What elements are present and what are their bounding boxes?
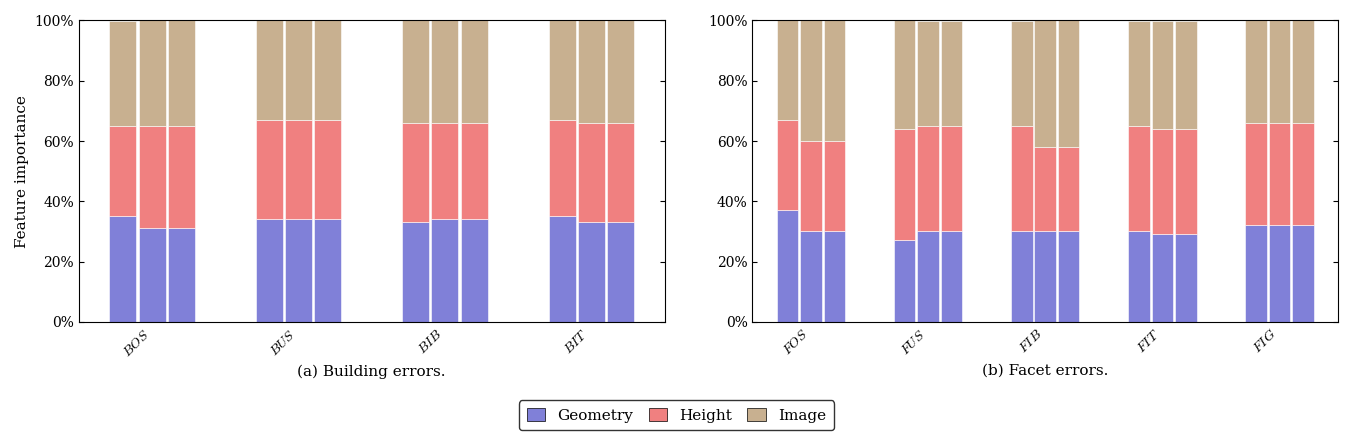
Bar	[110, 126, 137, 216]
Bar	[402, 223, 429, 322]
Bar	[110, 21, 137, 126]
Bar	[940, 231, 962, 322]
Bar	[940, 21, 962, 126]
Bar	[314, 219, 341, 322]
Bar	[1128, 126, 1150, 231]
Legend: Geometry, Height, Image: Geometry, Height, Image	[520, 400, 833, 431]
Bar	[548, 21, 575, 120]
Bar	[110, 216, 137, 322]
Bar	[777, 120, 798, 210]
Bar	[548, 120, 575, 216]
Bar	[461, 21, 487, 123]
Bar	[1058, 21, 1080, 147]
Bar	[138, 228, 165, 322]
Bar	[777, 210, 798, 322]
Bar	[402, 123, 429, 223]
Bar	[777, 21, 798, 120]
Bar	[1174, 21, 1196, 129]
Bar	[1245, 123, 1266, 226]
Bar	[800, 231, 821, 322]
Bar	[800, 141, 821, 231]
Bar	[940, 126, 962, 231]
Bar	[578, 223, 605, 322]
Bar	[1011, 231, 1032, 322]
Bar	[1128, 21, 1150, 126]
Bar	[168, 21, 195, 126]
Bar	[256, 219, 283, 322]
Bar	[578, 123, 605, 223]
Bar	[1269, 226, 1291, 322]
Bar	[917, 126, 939, 231]
Bar	[800, 21, 821, 141]
Y-axis label: Feature importance: Feature importance	[15, 95, 28, 247]
Bar	[138, 21, 165, 126]
Bar	[256, 120, 283, 219]
Bar	[1269, 123, 1291, 226]
Bar	[256, 21, 283, 120]
Bar	[432, 123, 459, 219]
Bar	[1292, 226, 1314, 322]
Bar	[894, 21, 916, 129]
Bar	[1292, 123, 1314, 226]
Bar	[432, 21, 459, 123]
Bar	[1035, 21, 1055, 147]
Bar	[578, 21, 605, 123]
Bar	[1292, 21, 1314, 123]
Bar	[1035, 147, 1055, 231]
Bar	[894, 129, 916, 240]
Bar	[824, 141, 846, 231]
Bar	[1058, 147, 1080, 231]
Bar	[1245, 226, 1266, 322]
Bar	[1058, 231, 1080, 322]
Bar	[824, 21, 846, 141]
Bar	[1011, 126, 1032, 231]
Bar	[548, 216, 575, 322]
Bar	[285, 120, 313, 219]
Bar	[1011, 21, 1032, 126]
Bar	[461, 219, 487, 322]
X-axis label: (a) Building errors.: (a) Building errors.	[298, 365, 446, 379]
Bar	[461, 123, 487, 219]
Bar	[1174, 234, 1196, 322]
Bar	[607, 123, 635, 223]
Bar	[285, 219, 313, 322]
Bar	[607, 223, 635, 322]
Bar	[1269, 21, 1291, 123]
Bar	[168, 228, 195, 322]
Bar	[1151, 234, 1173, 322]
Bar	[432, 219, 459, 322]
Bar	[1151, 21, 1173, 129]
Bar	[138, 126, 165, 228]
Bar	[917, 231, 939, 322]
Bar	[824, 231, 846, 322]
Bar	[1035, 231, 1055, 322]
Bar	[168, 126, 195, 228]
Bar	[314, 21, 341, 120]
Bar	[1174, 129, 1196, 234]
Bar	[1128, 231, 1150, 322]
Bar	[314, 120, 341, 219]
X-axis label: (b) Facet errors.: (b) Facet errors.	[982, 364, 1108, 378]
Bar	[1151, 129, 1173, 234]
Bar	[285, 21, 313, 120]
Bar	[607, 21, 635, 123]
Bar	[894, 240, 916, 322]
Bar	[402, 21, 429, 123]
Bar	[917, 21, 939, 126]
Bar	[1245, 21, 1266, 123]
